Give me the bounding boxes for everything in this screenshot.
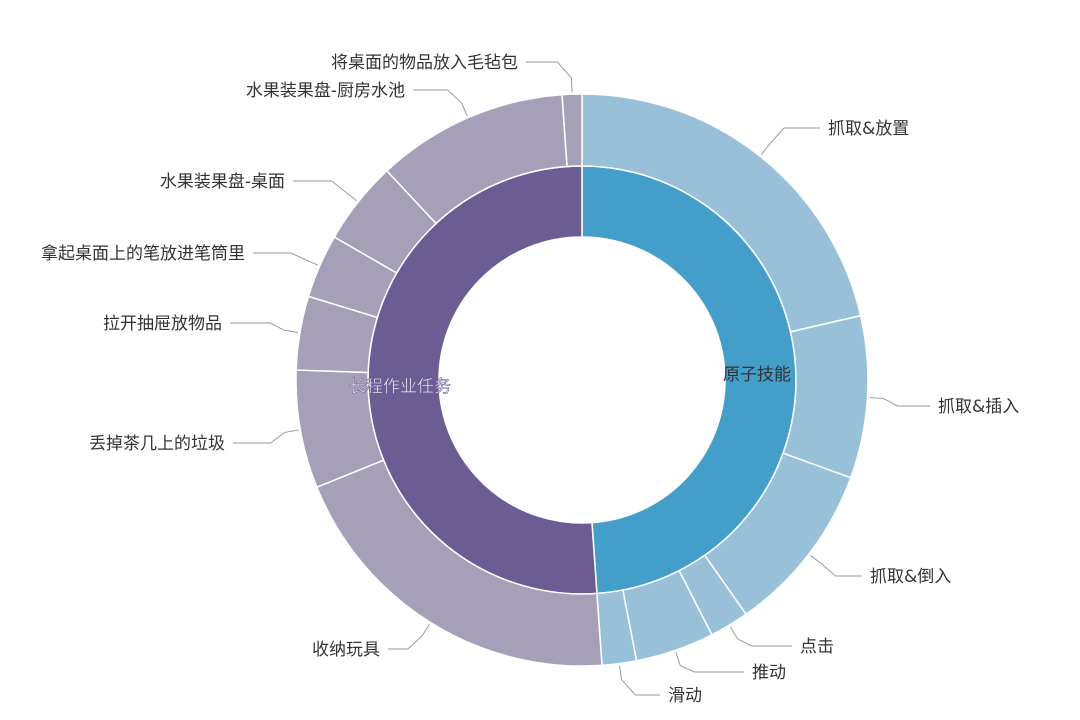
outer-label-2: 抓取&倒入 xyxy=(870,567,951,587)
outer-label-0: 抓取&放置 xyxy=(828,119,909,139)
outer-segment-12[interactable] xyxy=(561,93,583,168)
outer-label-9: 拿起桌面上的笔放进笔筒里 xyxy=(41,243,245,264)
leader-lines xyxy=(230,61,930,696)
leader-line-9 xyxy=(253,252,319,266)
outer-label-4: 推动 xyxy=(752,663,786,683)
outer-label-10: 水果装果盘-桌面 xyxy=(160,172,285,192)
leader-line-3 xyxy=(729,626,792,647)
outer-label-1: 抓取&插入 xyxy=(938,397,1019,417)
leader-line-7 xyxy=(233,429,299,444)
leader-line-0 xyxy=(760,127,820,155)
outer-label-11: 水果装果盘-厨房水池 xyxy=(246,81,405,101)
leader-line-5 xyxy=(619,665,660,696)
outer-label-3: 点击 xyxy=(800,637,834,657)
leader-line-11 xyxy=(413,89,468,117)
outer-label-12: 将桌面的物品放入毛毡包 xyxy=(331,53,518,73)
leader-line-6 xyxy=(388,623,430,650)
leader-line-2 xyxy=(810,554,862,577)
inner-label-1: 长程作业任务 xyxy=(349,377,451,397)
leader-line-4 xyxy=(675,652,744,673)
outer-ring xyxy=(295,93,869,667)
leader-line-1 xyxy=(869,397,930,407)
inner-label-0: 原子技能 xyxy=(723,365,791,385)
outer-segment-1[interactable] xyxy=(782,314,869,479)
leader-line-10 xyxy=(293,180,357,202)
outer-label-7: 丢掉茶几上的垃圾 xyxy=(89,434,225,454)
leader-line-8 xyxy=(230,322,299,333)
leader-line-12 xyxy=(526,61,573,93)
outer-label-8: 拉开抽屉放物品 xyxy=(103,314,222,334)
outer-label-6: 收纳玩具 xyxy=(312,640,380,660)
outer-label-5: 滑动 xyxy=(668,686,702,706)
